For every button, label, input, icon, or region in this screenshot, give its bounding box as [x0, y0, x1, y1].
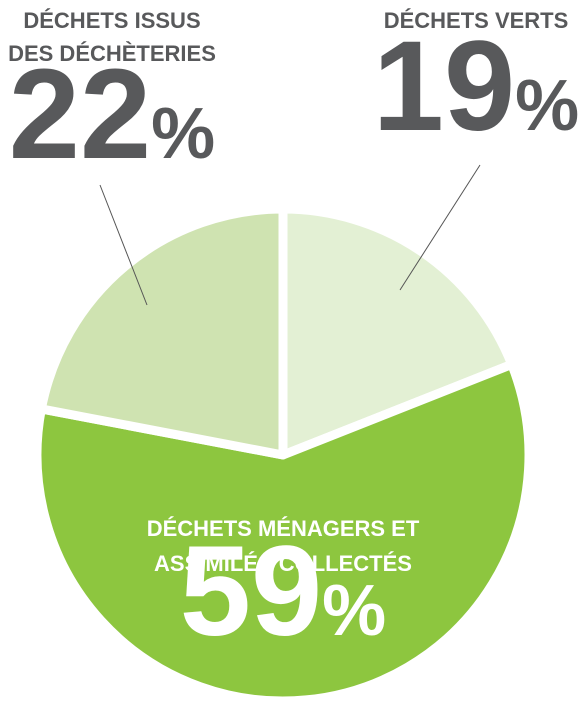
slice-label: DÉCHETS MÉNAGERS ET [147, 516, 420, 541]
value-label: 19% [373, 15, 579, 158]
leader-line [399, 164, 481, 291]
pie-slice [36, 204, 288, 460]
value-label: 22% [9, 43, 215, 186]
slice-label: DES DÉCHÈTERIES [8, 41, 216, 66]
leader-line [99, 184, 148, 306]
slice-label: DÉCHETS VERTS [384, 8, 569, 33]
slice-label: ASSIMILÉS COLLECTÉS [154, 551, 412, 576]
pie-slice [32, 359, 534, 701]
pie-slice [278, 204, 517, 460]
slice-label: DÉCHETS ISSUS [23, 8, 200, 33]
value-label: 59% [180, 520, 386, 663]
